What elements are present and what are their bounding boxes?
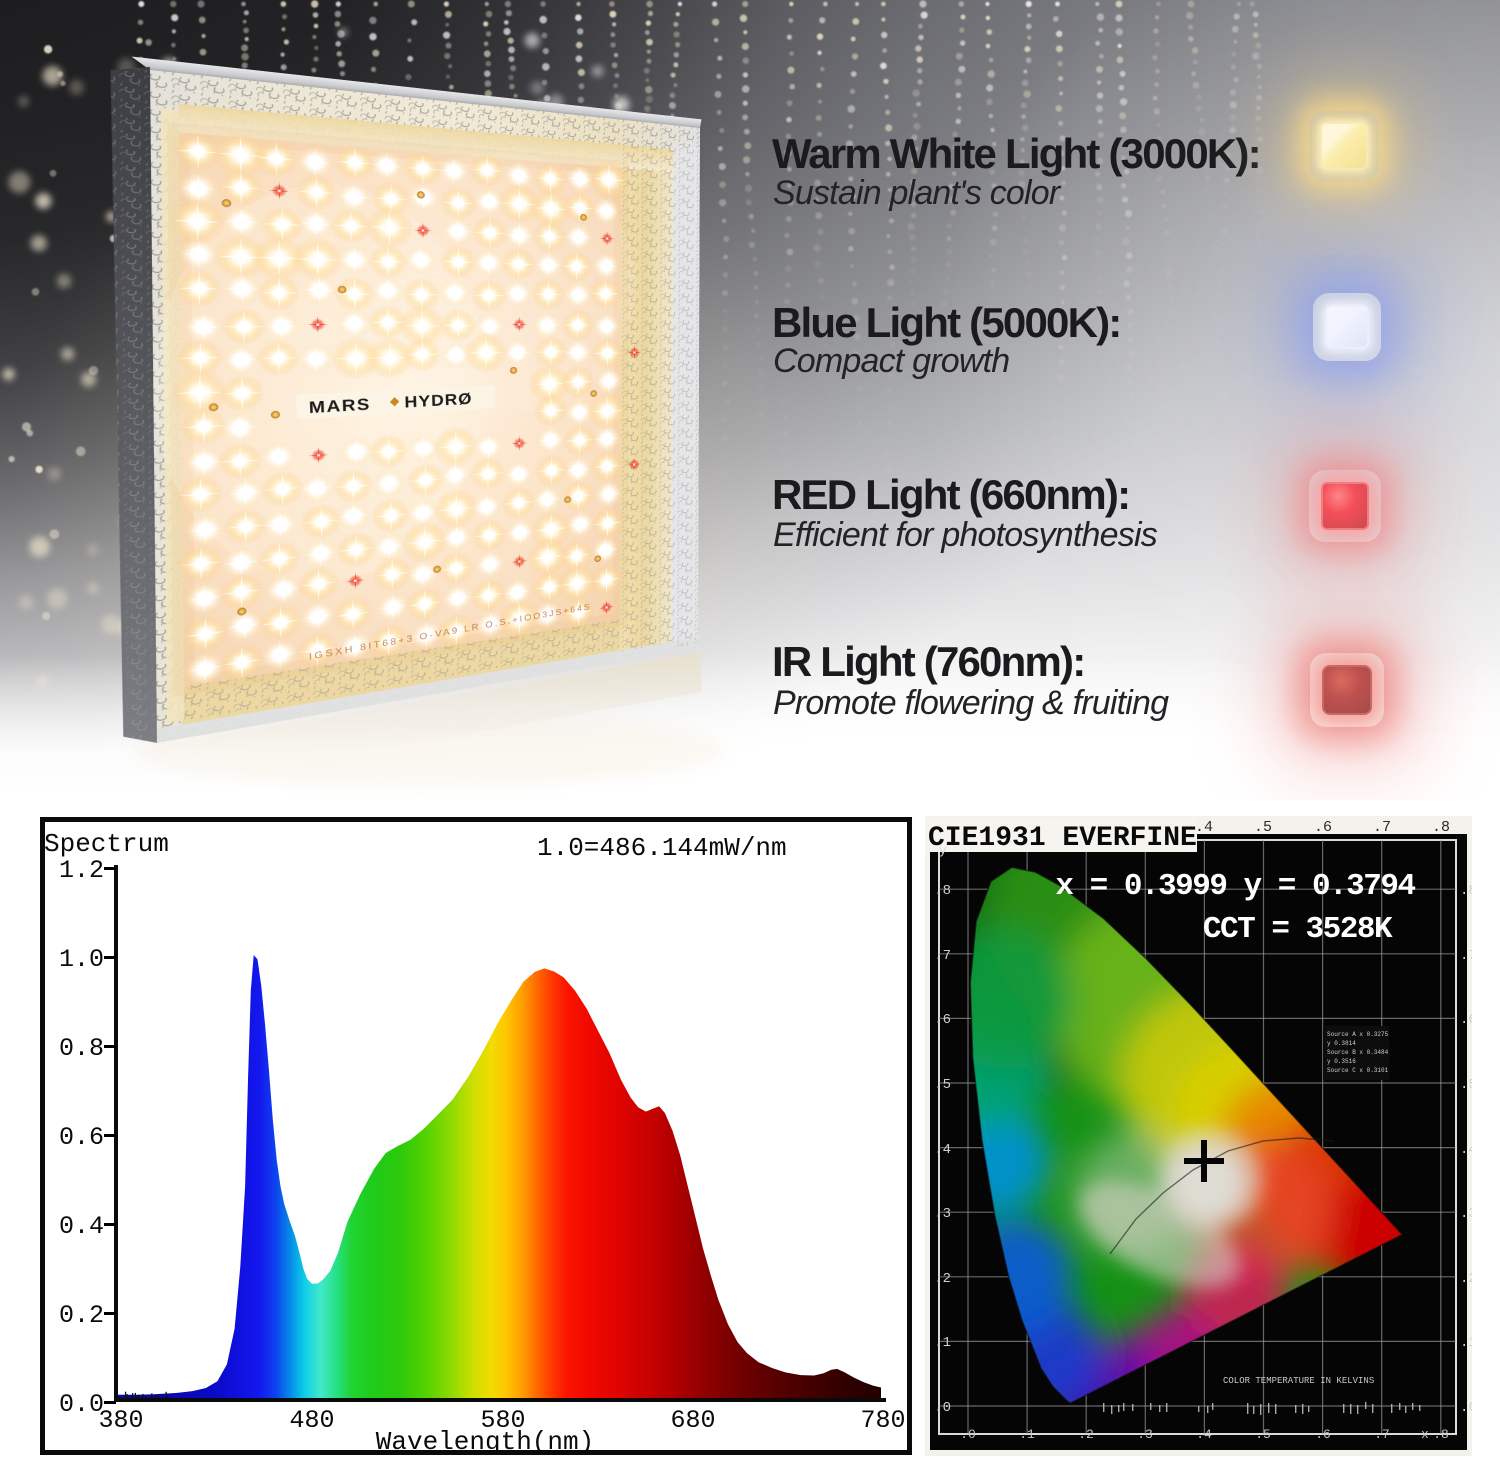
svg-text:.6: .6 [934,1012,951,1028]
svg-text:Source C x 0.3101: Source C x 0.3101 [1327,1067,1389,1074]
svg-text:.2: .2 [934,1271,951,1287]
svg-text:0.8: 0.8 [59,1034,104,1063]
svg-text:0.6: 0.6 [59,1123,104,1152]
svg-text:CCT = 3528K: CCT = 3528K [1203,912,1393,947]
svg-text:.7: .7 [1374,1427,1390,1442]
svg-text:.6: .6 [1460,1012,1472,1028]
svg-text:380: 380 [98,1406,143,1435]
svg-text:Wavelength(nm): Wavelength(nm) [376,1427,594,1455]
svg-text:0.2: 0.2 [59,1301,104,1330]
svg-text:.8: .8 [1432,819,1450,836]
svg-text:.8: .8 [1433,1427,1449,1442]
svg-text:.1: .1 [1019,1427,1035,1442]
svg-text:y 0.3814: y 0.3814 [1327,1040,1356,1047]
svg-text:.6: .6 [1314,819,1332,836]
svg-text:.8: .8 [934,883,951,899]
svg-text:.3: .3 [1460,1206,1472,1222]
svg-text:Spectrum: Spectrum [44,829,169,859]
svg-text:.7: .7 [934,948,951,964]
svg-text:.2: .2 [1078,1427,1094,1442]
svg-text:HYDRØ: HYDRØ [404,390,472,411]
svg-text:y 0.3516: y 0.3516 [1327,1058,1356,1065]
svg-text:x: x [1421,1427,1429,1442]
svg-text:.1: .1 [934,1335,951,1351]
svg-text:1.0=486.144mW/nm: 1.0=486.144mW/nm [537,833,787,863]
svg-text:y: y [939,843,947,858]
svg-text:.8: .8 [1460,883,1472,899]
svg-text:480: 480 [289,1406,334,1435]
svg-text:.1: .1 [1460,1335,1472,1351]
svg-text:Source A x 0.3275: Source A x 0.3275 [1327,1031,1389,1038]
svg-text:.0: .0 [934,1400,951,1416]
svg-text:680: 680 [670,1406,715,1435]
svg-text:.4: .4 [1196,1427,1212,1442]
svg-text:.4: .4 [1460,1142,1472,1158]
svg-text:.2: .2 [1460,1271,1472,1287]
svg-text:.3: .3 [934,1206,951,1222]
svg-text:x = 0.3999 y = 0.3794: x = 0.3999 y = 0.3794 [1055,869,1415,904]
svg-text:.4: .4 [1195,819,1213,836]
svg-text:0.0: 0.0 [59,1390,104,1419]
svg-text:1.0: 1.0 [59,945,104,974]
svg-text:780: 780 [860,1406,905,1435]
svg-text:.5: .5 [1255,1427,1271,1442]
svg-text:.5: .5 [1254,819,1272,836]
svg-text:.0: .0 [960,1427,976,1442]
svg-text:.7: .7 [1460,948,1472,964]
svg-text:Source B x 0.3484: Source B x 0.3484 [1327,1049,1389,1056]
svg-text:.6: .6 [1315,1427,1331,1442]
svg-text:.3: .3 [1137,1427,1153,1442]
svg-text:.0: .0 [1460,1400,1472,1416]
svg-text:0.4: 0.4 [59,1212,104,1241]
svg-text:580: 580 [480,1406,525,1435]
svg-text:MARS: MARS [309,395,371,417]
svg-text:CIE1931 EVERFINE: CIE1931 EVERFINE [928,823,1197,854]
svg-text:.5: .5 [934,1077,951,1093]
svg-text:.7: .7 [1373,819,1391,836]
svg-text:.5: .5 [1460,1077,1472,1093]
svg-text:1.2: 1.2 [59,856,104,885]
svg-text:.4: .4 [934,1142,951,1158]
svg-text:COLOR TEMPERATURE IN KELVINS: COLOR TEMPERATURE IN KELVINS [1223,1376,1374,1386]
